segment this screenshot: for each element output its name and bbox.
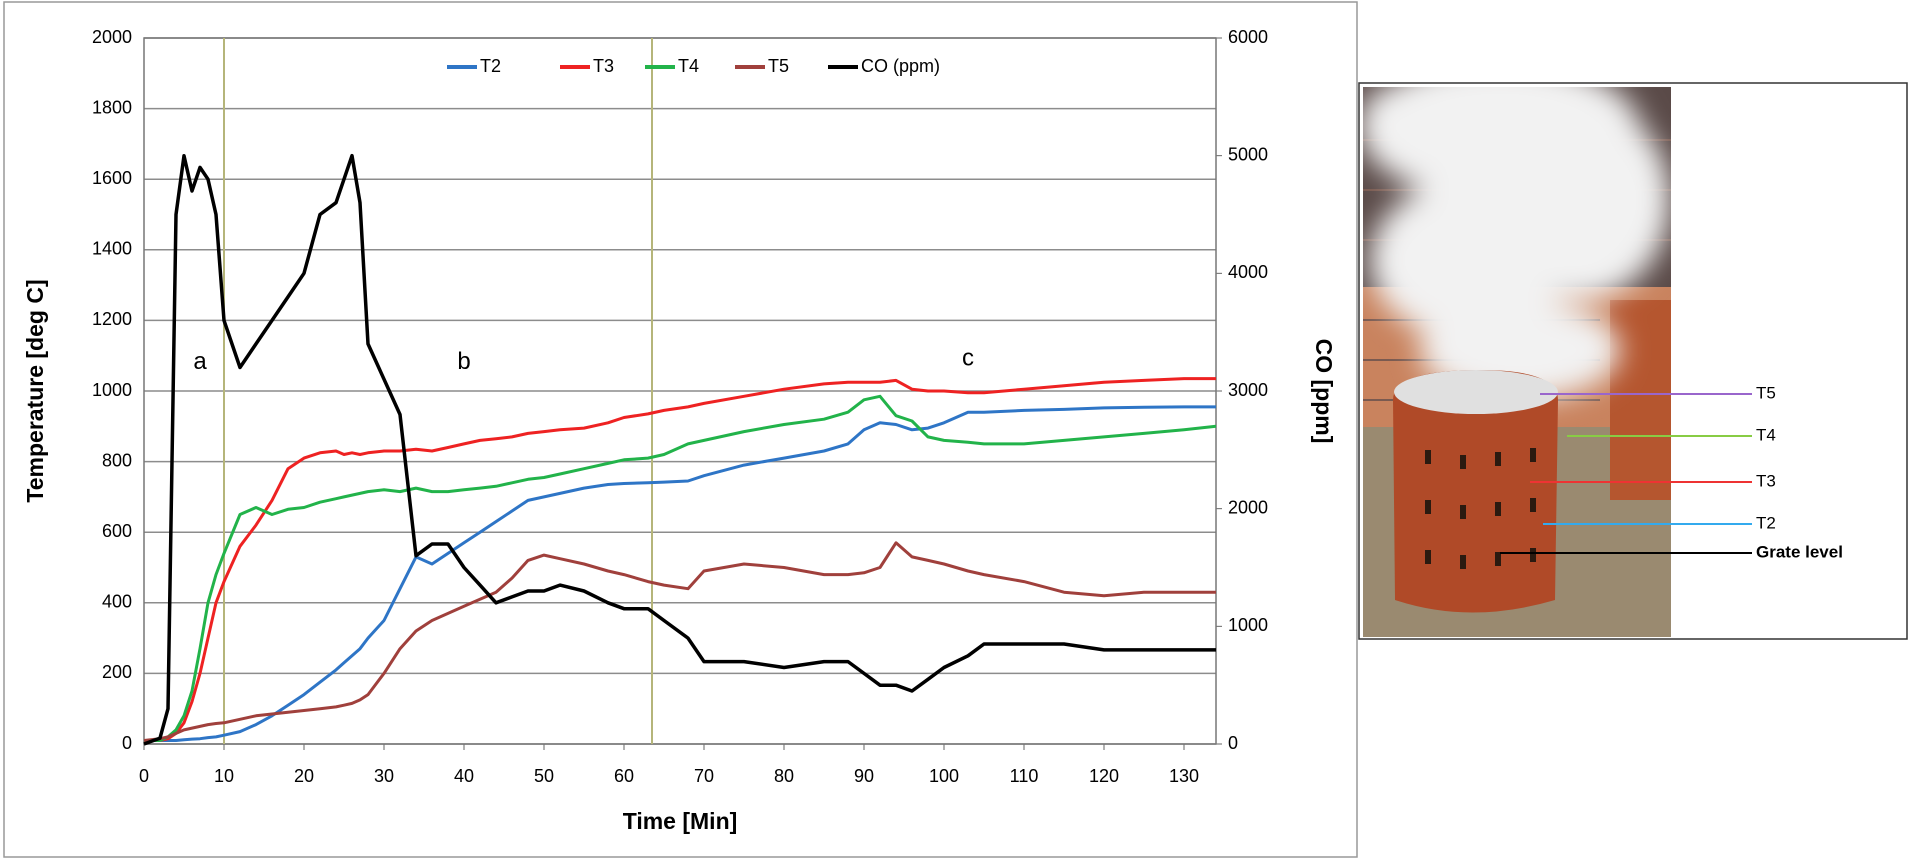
annotation: a [193, 348, 207, 375]
sensor-label: T3 [1756, 471, 1776, 490]
y-tick-label: 1000 [92, 380, 132, 400]
y-tick-label: 200 [102, 662, 132, 682]
y2-tick-label: 3000 [1228, 380, 1268, 400]
y-tick-label: 1800 [92, 97, 132, 117]
chart-frame [3, 1, 1358, 858]
y2-tick-label: 2000 [1228, 497, 1268, 517]
legend-label: T5 [768, 56, 789, 76]
sensor-label: T5 [1756, 383, 1776, 402]
plot-frame [143, 37, 1217, 745]
x-tick-label: 20 [294, 766, 314, 786]
y2-tick-label: 4000 [1228, 262, 1268, 282]
y2-tick-label: 0 [1228, 733, 1238, 753]
x-tick-label: 40 [454, 766, 474, 786]
y-tick-label: 1200 [92, 309, 132, 329]
y-tick-label: 2000 [92, 27, 132, 47]
x-tick-label: 70 [694, 766, 714, 786]
y2-axis-title: CO [ppm] [1311, 339, 1337, 444]
y2-tick-label: 1000 [1228, 615, 1268, 635]
x-tick-label: 130 [1169, 766, 1199, 786]
y-tick-label: 0 [122, 733, 132, 753]
y-axis-title: Temperature [deg C] [22, 279, 48, 502]
annotation: c [962, 345, 974, 372]
x-axis-title: Time [Min] [623, 808, 738, 834]
y2-tick-label: 5000 [1228, 144, 1268, 164]
x-tick-label: 50 [534, 766, 554, 786]
y2-tick-label: 6000 [1228, 27, 1268, 47]
annotation: b [457, 348, 470, 375]
x-tick-label: 120 [1089, 766, 1119, 786]
y-tick-label: 600 [102, 521, 132, 541]
series-line [144, 377, 1216, 742]
sensor-label: T4 [1756, 425, 1776, 444]
legend-label: T4 [678, 56, 699, 76]
x-tick-label: 10 [214, 766, 234, 786]
legend-label: T2 [480, 56, 501, 76]
y-tick-label: 1400 [92, 239, 132, 259]
sensor-label: Grate level [1756, 542, 1843, 561]
x-tick-label: 30 [374, 766, 394, 786]
legend-label: T3 [593, 56, 614, 76]
x-tick-label: 60 [614, 766, 634, 786]
series-line [144, 394, 1217, 742]
sensor-label: T2 [1756, 513, 1776, 532]
y-tick-label: 1600 [92, 168, 132, 188]
legend-label: CO (ppm) [861, 56, 940, 76]
y-tick-label: 400 [102, 592, 132, 612]
series-line [143, 153, 1216, 746]
photo-image [1363, 87, 1671, 637]
x-tick-label: 0 [139, 766, 149, 786]
x-tick-label: 90 [854, 766, 874, 786]
x-tick-label: 100 [929, 766, 959, 786]
photo: T5 T4 T3 T2 Grate level [1358, 82, 1908, 640]
series-line [143, 541, 1216, 742]
x-tick-label: 110 [1010, 766, 1039, 786]
photo-labels: T5 T4 T3 T2 Grate level [1500, 383, 1843, 561]
x-tick-label: 80 [774, 766, 794, 786]
y-tick-label: 800 [102, 450, 132, 470]
